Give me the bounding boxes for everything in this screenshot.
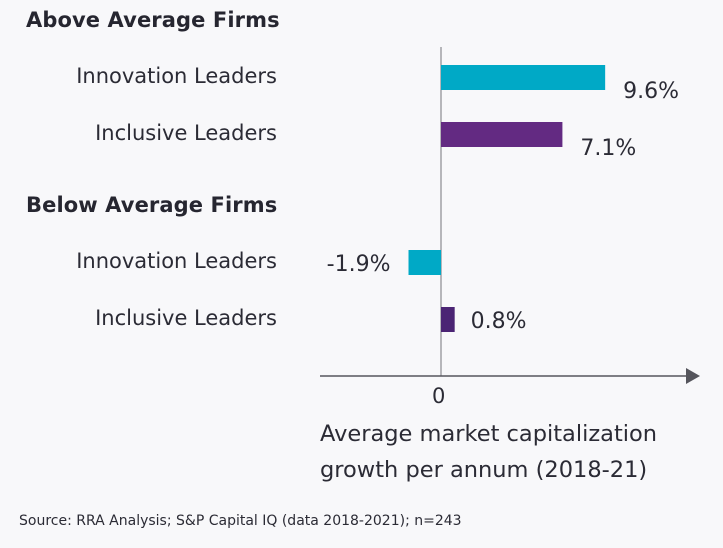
category-label-below-inclusive: Inclusive Leaders: [95, 306, 277, 330]
x-axis-title-line-1: Average market capitalization: [320, 421, 658, 447]
group-label-above-average: Above Average Firms: [26, 8, 280, 32]
x-axis-title-line-2: growth per annum (2018-21): [320, 457, 648, 483]
category-label-above-innovation: Innovation Leaders: [76, 64, 277, 88]
x-axis-title: Average market capitalization growth per…: [320, 416, 657, 488]
bar-below-innovation: [408, 250, 441, 275]
category-label-below-innovation: Innovation Leaders: [76, 249, 277, 273]
x-axis-arrow-icon: [686, 368, 700, 384]
bar-above-innovation: [441, 65, 606, 90]
bar-below-inclusive: [441, 307, 455, 332]
category-label-above-inclusive: Inclusive Leaders: [95, 121, 277, 145]
value-label: 0.8%: [471, 309, 527, 334]
value-label: -1.9%: [327, 252, 391, 277]
value-label: 7.1%: [580, 136, 636, 161]
value-label: 9.6%: [623, 79, 679, 104]
source-note: Source: RRA Analysis; S&P Capital IQ (da…: [19, 513, 462, 529]
group-label-below-average: Below Average Firms: [26, 193, 278, 217]
x-tick-zero: 0: [432, 384, 446, 408]
bar-above-inclusive: [441, 122, 563, 147]
